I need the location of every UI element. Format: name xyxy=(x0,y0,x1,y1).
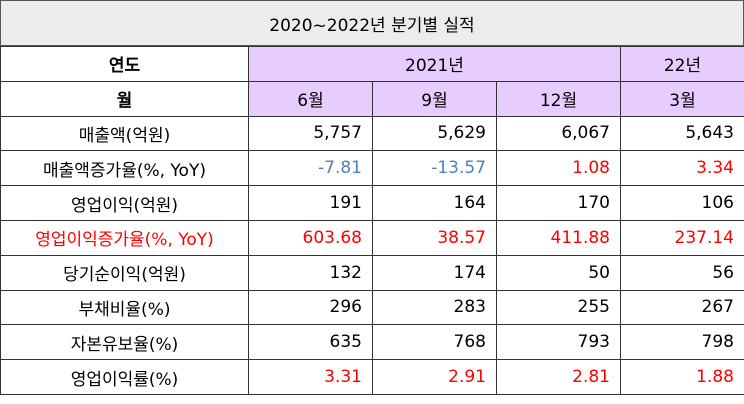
value-cell: 768 xyxy=(372,324,497,361)
value-cell: 5,629 xyxy=(372,115,497,152)
title: 2020~2022년 분기별 실적 xyxy=(0,0,744,46)
value-cell: 2.91 xyxy=(372,359,497,395)
value-cell: 1.88 xyxy=(620,359,744,395)
month-cell: 3월 xyxy=(620,80,744,117)
value-cell: 5,757 xyxy=(248,115,373,152)
row-label: 영업이익(억원) xyxy=(0,185,249,221)
value-cell: 3.31 xyxy=(248,359,373,395)
year-cell: 22년 xyxy=(620,46,744,82)
value-cell: 283 xyxy=(372,289,497,326)
table-row: 매출액(억원) 5,757 5,629 6,067 5,643 xyxy=(0,115,744,152)
table-row: 영업이익증가율(%, YoY) 603.68 38.57 411.88 237.14 xyxy=(0,219,744,256)
month-cell: 6월 xyxy=(248,80,373,117)
value-cell: 56 xyxy=(620,254,744,291)
value-cell: 296 xyxy=(248,289,373,326)
row-label: 매출액증가율(%, YoY) xyxy=(0,150,249,187)
value-cell: 164 xyxy=(372,185,497,221)
value-cell: -13.57 xyxy=(372,150,497,187)
table-row: 당기순이익(억원) 132 174 50 56 xyxy=(0,254,744,291)
value-cell: 793 xyxy=(496,324,621,361)
value-cell: 2.81 xyxy=(496,359,621,395)
row-label: 부채비율(%) xyxy=(0,289,249,326)
value-cell: 38.57 xyxy=(372,219,497,256)
row-label: 자본유보율(%) xyxy=(0,324,249,361)
value-cell: 5,643 xyxy=(620,115,744,152)
value-cell: 798 xyxy=(620,324,744,361)
value-cell: 1.08 xyxy=(496,150,621,187)
value-cell: 603.68 xyxy=(248,219,373,256)
table-row: 매출액증가율(%, YoY) -7.81 -13.57 1.08 3.34 xyxy=(0,150,744,187)
row-label: 영업이익률(%) xyxy=(0,359,249,395)
row-label: 영업이익증가율(%, YoY) xyxy=(0,219,249,256)
year-cell: 2021년 xyxy=(248,46,621,82)
row-label: 당기순이익(억원) xyxy=(0,254,249,291)
header-cell: 연도 xyxy=(0,46,249,82)
value-cell: 191 xyxy=(248,185,373,221)
value-cell: 411.88 xyxy=(496,219,621,256)
value-cell: 6,067 xyxy=(496,115,621,152)
value-cell: -7.81 xyxy=(248,150,373,187)
header-cell: 월 xyxy=(0,80,249,117)
value-cell: 132 xyxy=(248,254,373,291)
month-cell: 12월 xyxy=(496,80,621,117)
row-label: 매출액(억원) xyxy=(0,115,249,152)
value-cell: 237.14 xyxy=(620,219,744,256)
table-row: 연도 2021년 22년 xyxy=(0,46,744,82)
value-cell: 170 xyxy=(496,185,621,221)
value-cell: 635 xyxy=(248,324,373,361)
table-row: 월 6월 9월 12월 3월 xyxy=(0,80,744,117)
month-cell: 9월 xyxy=(372,80,497,117)
table-row: 자본유보율(%) 635 768 793 798 xyxy=(0,324,744,361)
table-row: 영업이익(억원) 191 164 170 106 xyxy=(0,185,744,221)
value-cell: 267 xyxy=(620,289,744,326)
value-cell: 50 xyxy=(496,254,621,291)
value-cell: 3.34 xyxy=(620,150,744,187)
value-cell: 255 xyxy=(496,289,621,326)
table: 연도 2021년 22년 월 6월 9월 12월 3월 매출액(억원) 5,757 5,629 6,0… xyxy=(0,46,744,395)
table-row: 영업이익률(%) 3.31 2.91 2.81 1.88 xyxy=(0,359,744,395)
value-cell: 174 xyxy=(372,254,497,291)
value-cell: 106 xyxy=(620,185,744,221)
table-row: 부채비율(%) 296 283 255 267 xyxy=(0,289,744,326)
